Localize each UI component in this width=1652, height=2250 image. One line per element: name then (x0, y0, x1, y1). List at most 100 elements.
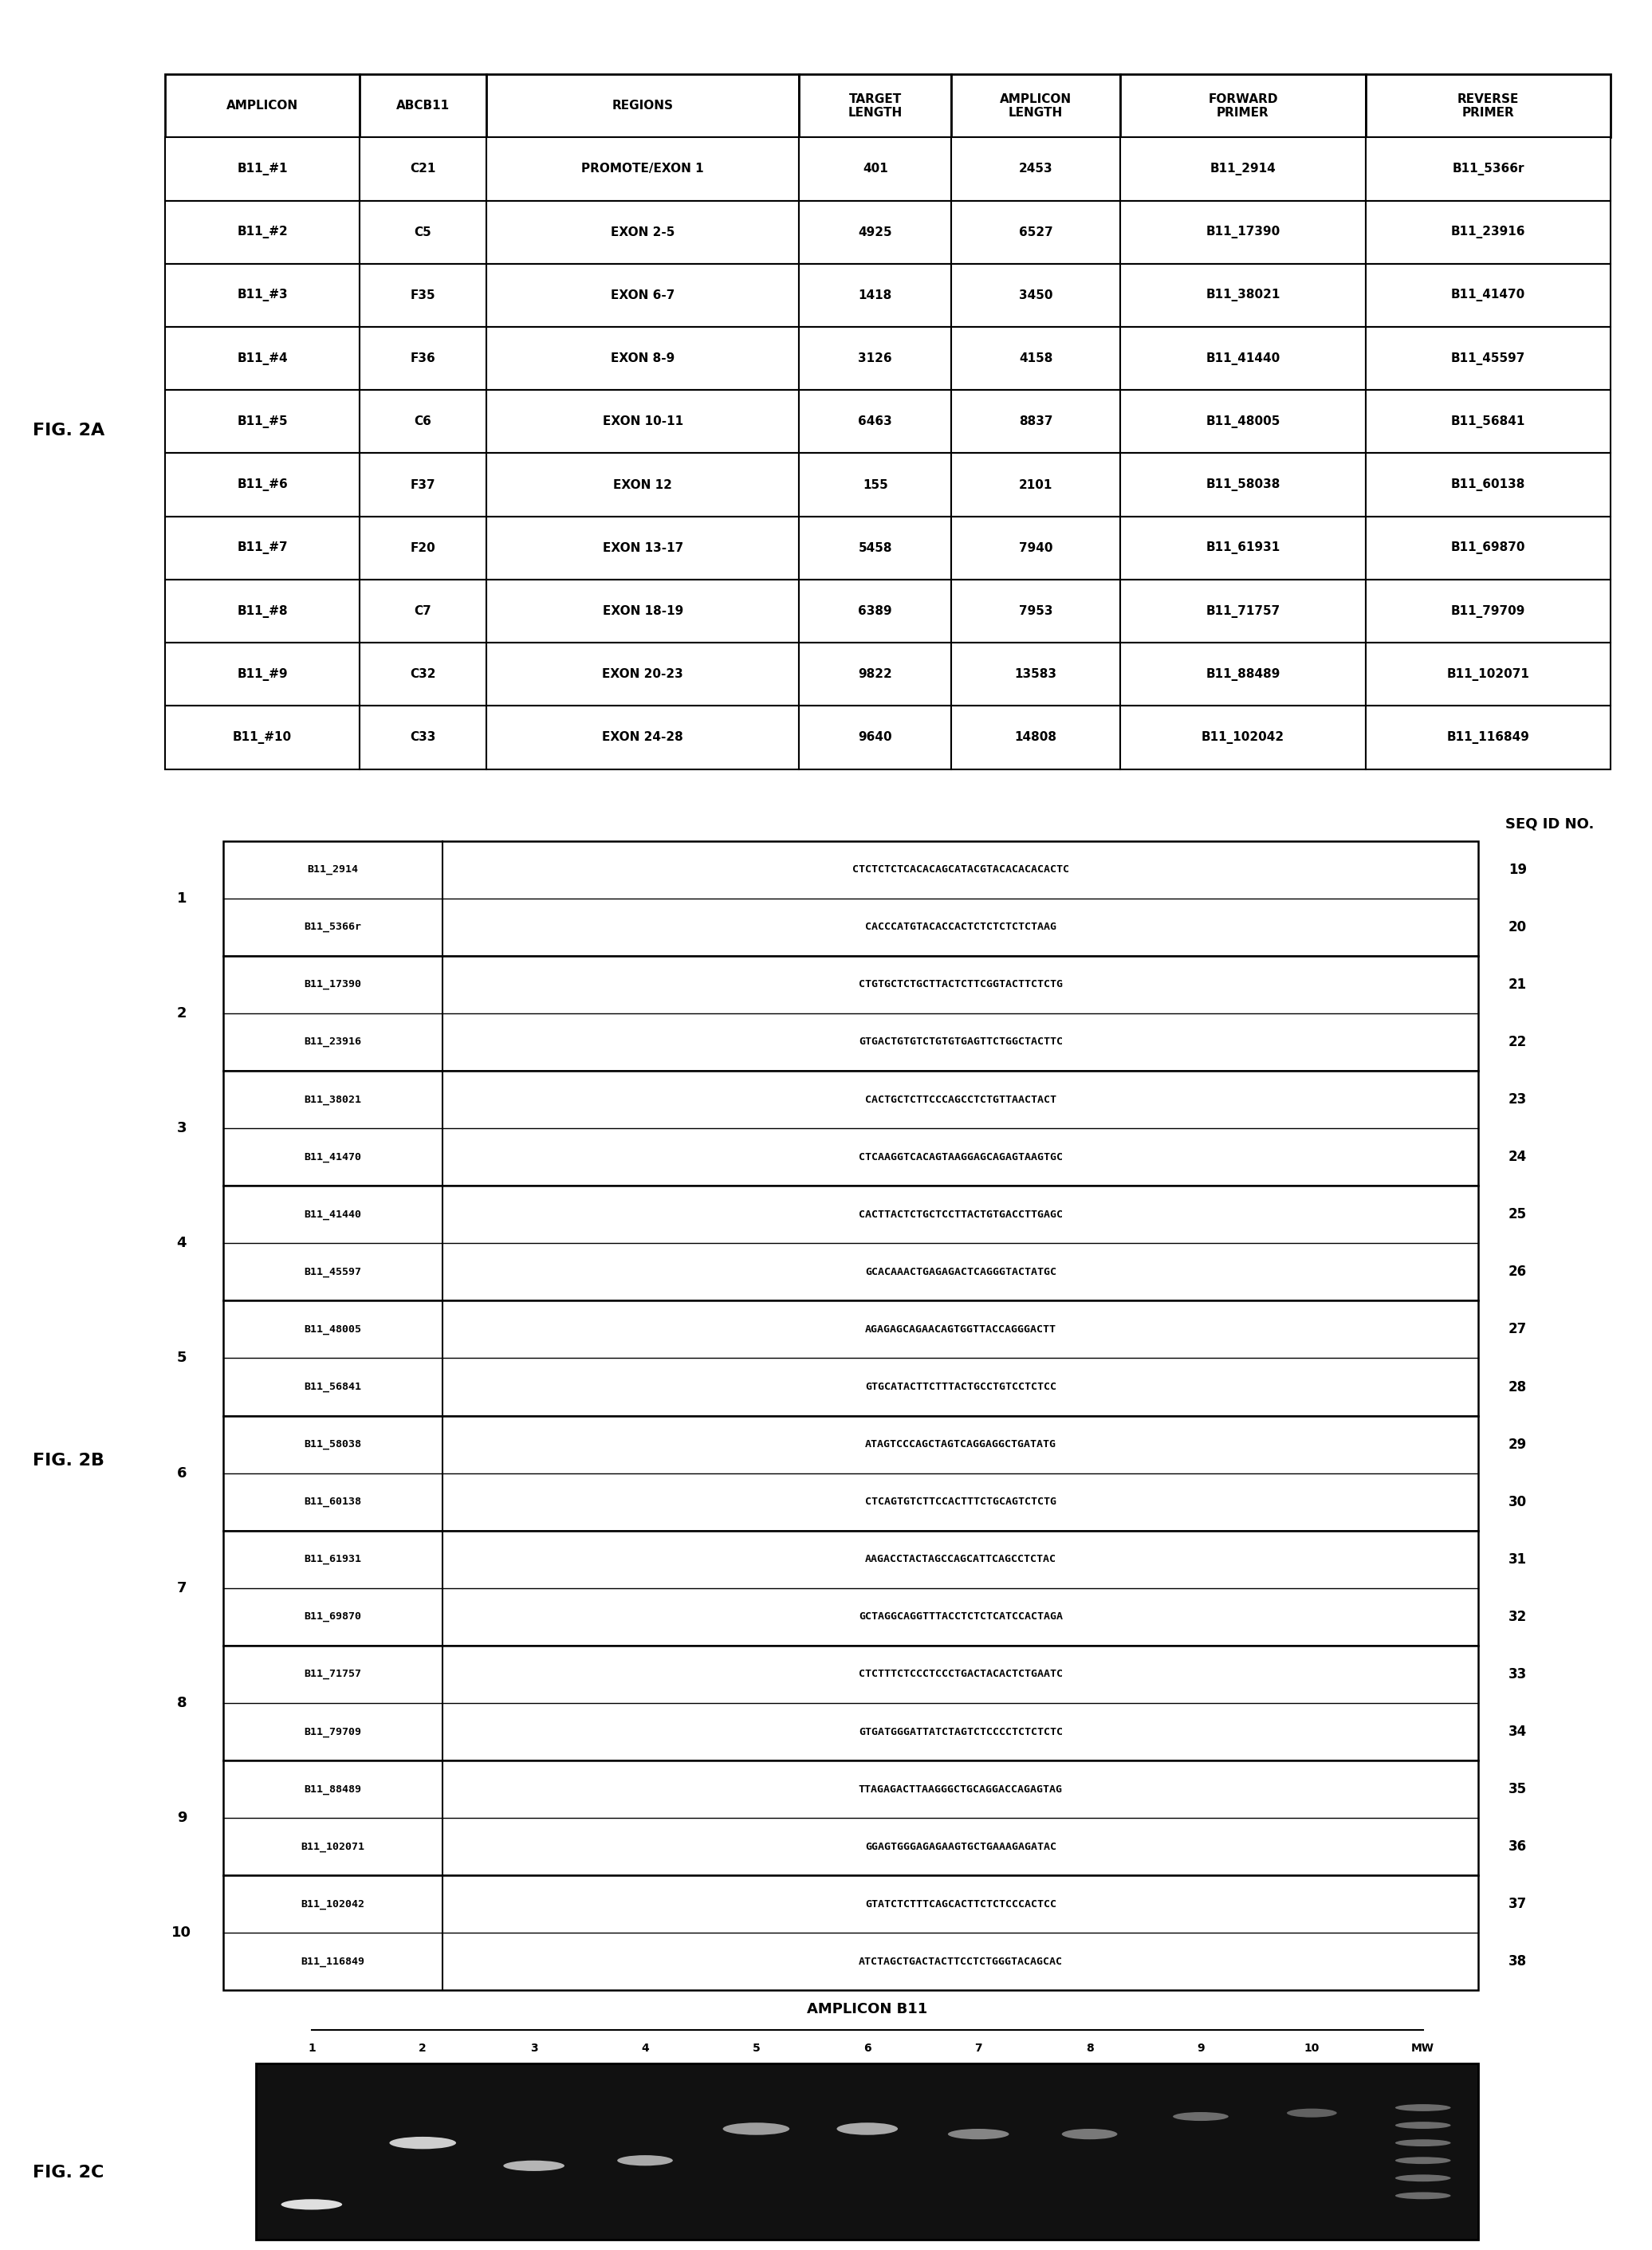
Text: 8: 8 (177, 1696, 187, 1710)
Bar (1366, 263, 1611, 326)
Bar (360, 580, 486, 644)
Text: 9822: 9822 (859, 668, 892, 680)
Bar (1120, 200, 1366, 263)
Bar (165, 644, 360, 706)
Bar (256, 2063, 1479, 2239)
Text: 7: 7 (975, 2043, 983, 2054)
Text: 29: 29 (1508, 1438, 1526, 1451)
Text: 3450: 3450 (1019, 290, 1052, 302)
Text: B11_23916: B11_23916 (304, 1037, 362, 1046)
Bar (800, 644, 952, 706)
Bar (800, 706, 952, 770)
Bar (223, 1760, 1479, 1876)
Ellipse shape (724, 2122, 790, 2135)
Text: C6: C6 (415, 416, 431, 428)
Bar (1120, 326, 1366, 389)
Text: EXON 24-28: EXON 24-28 (603, 731, 684, 742)
Ellipse shape (1396, 2192, 1450, 2198)
Text: 4925: 4925 (859, 227, 892, 238)
Bar (952, 137, 1120, 200)
Text: B11_41440: B11_41440 (1206, 351, 1280, 365)
Text: AMPLICON: AMPLICON (226, 99, 299, 113)
Bar (360, 137, 486, 200)
Text: B11_60138: B11_60138 (1450, 479, 1525, 490)
Text: B11_#10: B11_#10 (233, 731, 292, 745)
Text: C5: C5 (415, 227, 431, 238)
Text: B11_102042: B11_102042 (1201, 731, 1285, 745)
Text: AMPLICON B11: AMPLICON B11 (808, 2002, 927, 2016)
Text: 3126: 3126 (859, 353, 892, 364)
Bar (165, 706, 360, 770)
Text: B11_#8: B11_#8 (236, 605, 287, 616)
Bar (165, 137, 360, 200)
Text: B11_69870: B11_69870 (304, 1611, 362, 1622)
Text: B11_5366r: B11_5366r (304, 922, 362, 932)
Bar (952, 452, 1120, 518)
Bar (952, 74, 1120, 137)
Bar (1120, 644, 1366, 706)
Text: 155: 155 (862, 479, 887, 490)
Text: 21: 21 (1508, 976, 1526, 992)
Text: CTCTCTCTCACACAGCATACGTACACACACACTC: CTCTCTCTCACACAGCATACGTACACACACACTC (852, 864, 1069, 875)
Bar (1366, 452, 1611, 518)
Text: GTATCTCTTTCAGCACTTCTCTCCCACTCC: GTATCTCTTTCAGCACTTCTCTCCCACTCC (866, 1899, 1056, 1910)
Text: 3: 3 (530, 2043, 539, 2054)
Bar (223, 1415, 1479, 1530)
Text: ABCB11: ABCB11 (396, 99, 449, 113)
Text: CTGTGCTCTGCTTACTCTTCGGTACTTCTCTG: CTGTGCTCTGCTTACTCTTCGGTACTTCTCTG (859, 979, 1062, 990)
Text: 10: 10 (1303, 2043, 1320, 2054)
Bar (952, 263, 1120, 326)
Text: B11_23916: B11_23916 (1450, 225, 1525, 238)
Text: CACTGCTCTTCCCAGCCTCTGTTAACTACT: CACTGCTCTTCCCAGCCTCTGTTAACTACT (866, 1094, 1056, 1105)
Text: B11_2914: B11_2914 (1209, 162, 1275, 176)
Bar (1120, 74, 1366, 137)
Ellipse shape (948, 2128, 1009, 2140)
Text: 6389: 6389 (859, 605, 892, 616)
Text: B11_45597: B11_45597 (1450, 351, 1525, 365)
Bar (952, 580, 1120, 644)
Text: F20: F20 (410, 542, 436, 554)
Text: GTGCATACTTCTTTACTGCCTGTCCTCTCC: GTGCATACTTCTTTACTGCCTGTCCTCTCC (866, 1382, 1056, 1393)
Text: REVERSE
PRIMER: REVERSE PRIMER (1457, 92, 1518, 119)
Bar (360, 389, 486, 452)
Ellipse shape (1062, 2128, 1117, 2140)
Text: B11_#2: B11_#2 (236, 225, 287, 238)
Bar (486, 263, 800, 326)
Bar (223, 956, 1479, 1071)
Text: REGIONS: REGIONS (613, 99, 674, 113)
Bar (486, 74, 800, 137)
Text: 2101: 2101 (1019, 479, 1052, 490)
Text: TARGET
LENGTH: TARGET LENGTH (847, 92, 902, 119)
Text: B11_17390: B11_17390 (304, 979, 362, 990)
Bar (165, 389, 360, 452)
Bar (486, 326, 800, 389)
Text: 31: 31 (1508, 1552, 1526, 1566)
Ellipse shape (618, 2156, 672, 2167)
Bar (223, 1300, 1479, 1415)
Text: 7: 7 (177, 1582, 187, 1595)
Ellipse shape (390, 2138, 456, 2149)
Text: B11_58038: B11_58038 (1206, 479, 1280, 490)
Text: 26: 26 (1508, 1265, 1526, 1280)
Text: B11_48005: B11_48005 (304, 1325, 362, 1334)
Bar (1366, 580, 1611, 644)
Text: B11_38021: B11_38021 (1206, 288, 1280, 302)
Text: B11_41470: B11_41470 (1450, 288, 1525, 302)
Text: 10: 10 (172, 1926, 192, 1940)
Text: 14808: 14808 (1014, 731, 1057, 742)
Bar (223, 1530, 1479, 1645)
Ellipse shape (1396, 2122, 1450, 2128)
Text: 7953: 7953 (1019, 605, 1052, 616)
Text: 24: 24 (1508, 1150, 1526, 1163)
Text: 6: 6 (177, 1467, 187, 1480)
Text: B11_79709: B11_79709 (304, 1726, 362, 1737)
Text: GCTAGGCAGGTTTACCTCTCTCATCCACTAGA: GCTAGGCAGGTTTACCTCTCTCATCCACTAGA (859, 1611, 1062, 1622)
Text: AGAGAGCAGAACAGTGGTTACCAGGGACTT: AGAGAGCAGAACAGTGGTTACCAGGGACTT (866, 1325, 1056, 1334)
Bar (1366, 644, 1611, 706)
Bar (223, 1876, 1479, 1991)
Bar (800, 452, 952, 518)
Bar (165, 518, 360, 580)
Bar (800, 580, 952, 644)
Bar (952, 706, 1120, 770)
Bar (952, 200, 1120, 263)
